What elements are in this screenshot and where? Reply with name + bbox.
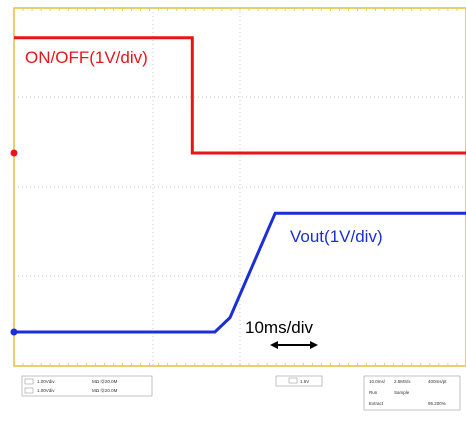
trigger-badge (288, 377, 298, 384)
timebase-text: 10.0ms/ (369, 379, 386, 384)
status-box-timebase (363, 375, 461, 411)
extract-text: Extract (369, 401, 384, 406)
time-scale-arrow-icon (270, 341, 318, 349)
ch2-badge (24, 387, 34, 394)
label-vout: Vout(1V/div) (290, 227, 383, 246)
trigger-level-text: 1.5V (300, 379, 309, 384)
extract-value-text: 95.200% (428, 401, 446, 406)
status-box-trigger (275, 375, 323, 387)
sample-rate-text: 2.5MS/s (394, 379, 411, 384)
run-state-text: Run (369, 390, 378, 395)
ch1-impedance-text: MΩ Ⓠ20.0M (92, 378, 118, 385)
ch1-badge (24, 378, 34, 385)
record-length-text: 400ms/pt (428, 379, 447, 384)
label-on-off: ON/OFF(1V/div) (25, 48, 148, 67)
status-box-ch1 (21, 375, 153, 397)
acq-mode-text: Sample (394, 390, 410, 395)
status-bar: 1.00Vdiv MΩ Ⓠ20.0M 1.00Vdiv MΩ Ⓠ20.0M 1.… (21, 375, 461, 411)
grid (13, 8, 466, 366)
label-time-scale: 10ms/div (245, 318, 314, 337)
series-line-vout (14, 211, 466, 334)
ch1-scale-text: 1.00Vdiv (37, 379, 55, 384)
series-line-on-off (14, 36, 466, 155)
ch2-impedance-text: MΩ Ⓠ20.0M (92, 387, 118, 394)
ch1-ground-marker (10, 149, 18, 157)
ch2-ground-marker (10, 328, 18, 336)
ch2-scale-text: 1.00Vdiv (37, 388, 55, 393)
